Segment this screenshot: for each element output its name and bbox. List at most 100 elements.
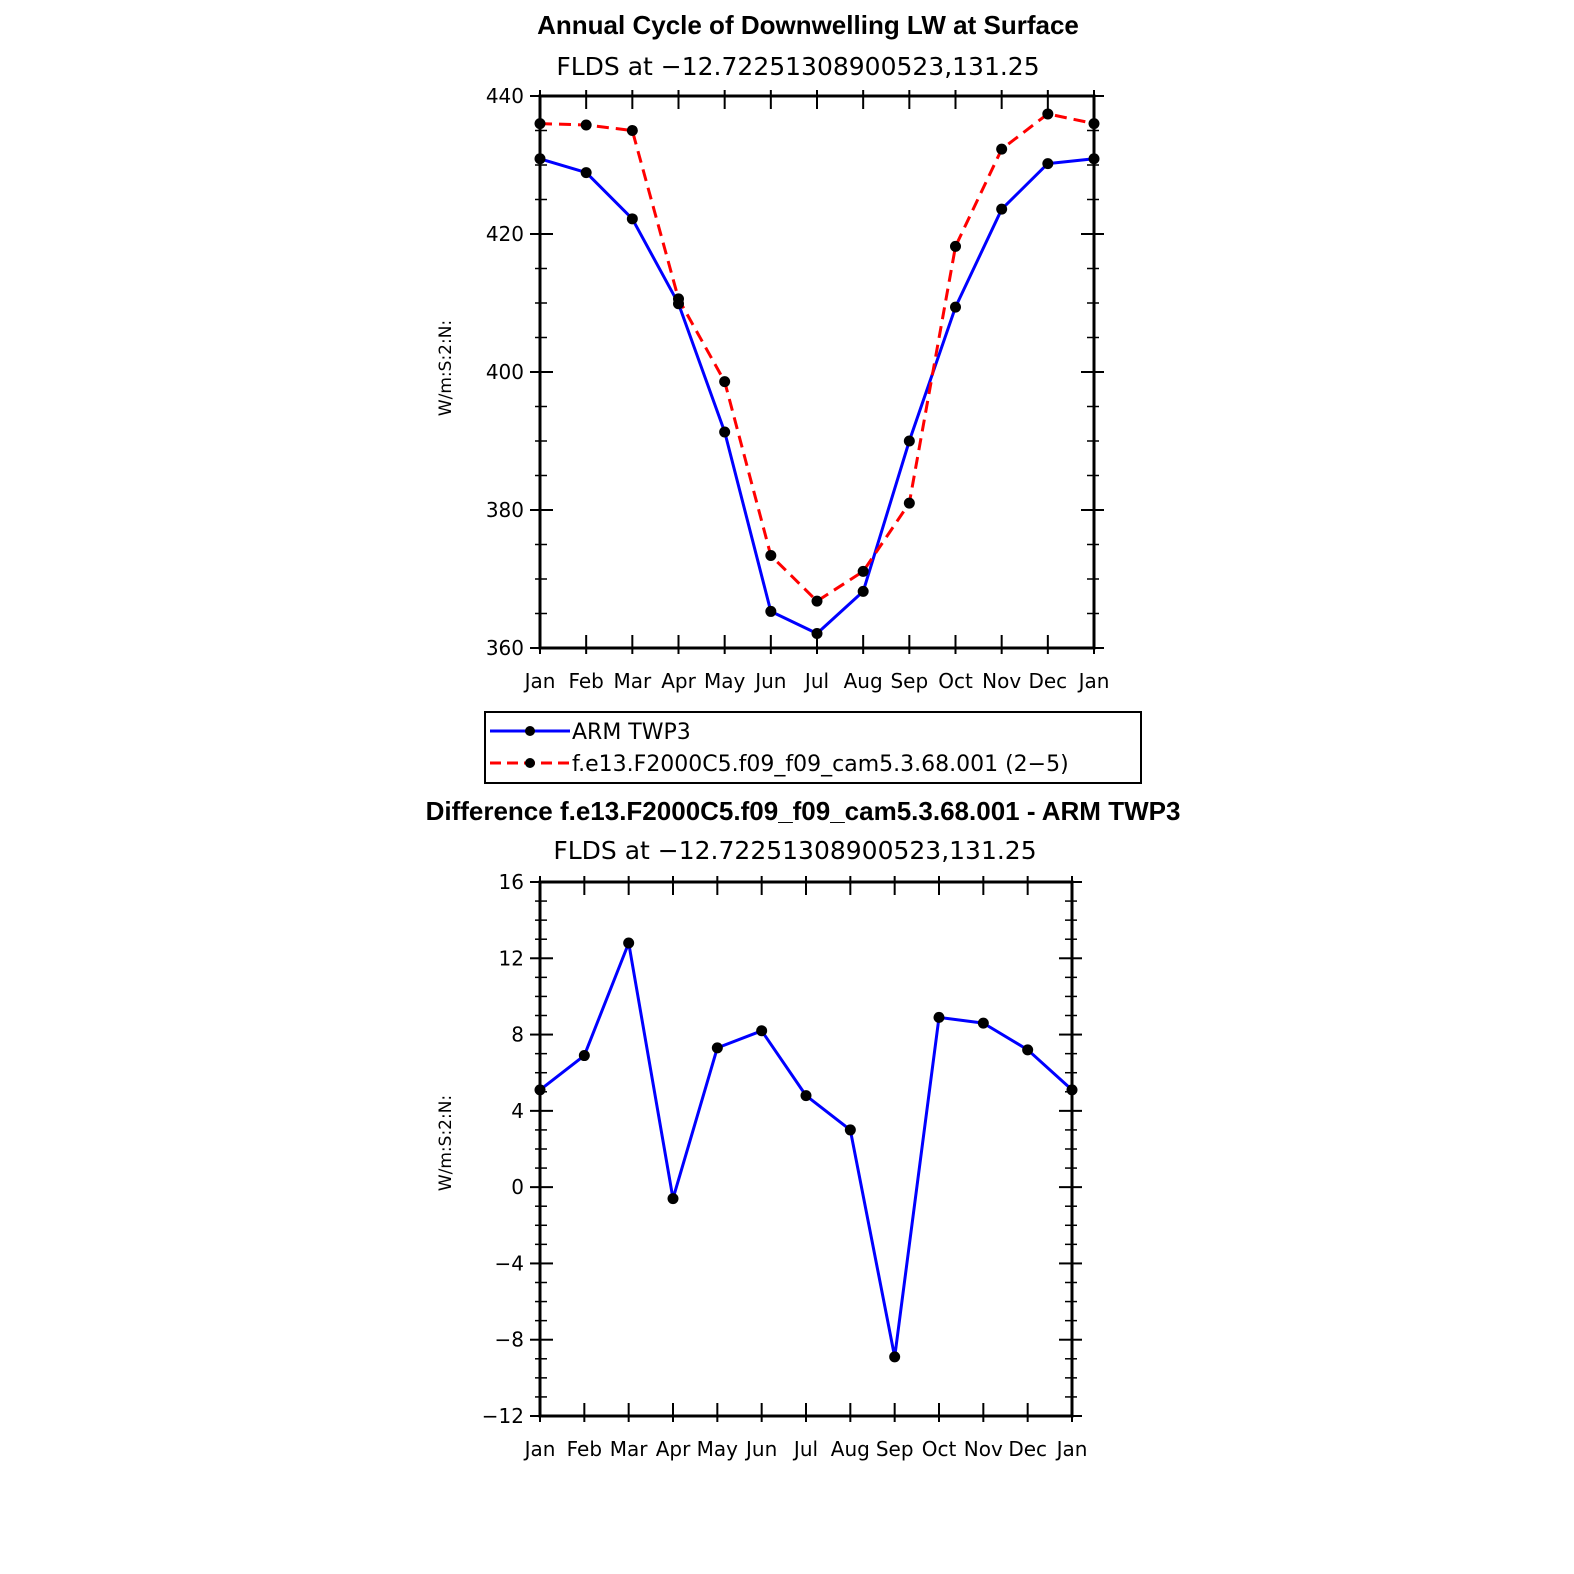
data-point bbox=[1042, 108, 1054, 120]
y-tick-label: 440 bbox=[486, 84, 524, 108]
y-tick-label: −12 bbox=[482, 1404, 524, 1428]
x-tick-label: May bbox=[697, 1437, 739, 1461]
data-point bbox=[1088, 118, 1100, 130]
y-tick-label: 420 bbox=[486, 222, 524, 246]
x-tick-label: Apr bbox=[661, 669, 696, 693]
x-tick-label: Jun bbox=[753, 669, 786, 693]
x-tick-label: Jul bbox=[792, 1437, 818, 1461]
data-point bbox=[765, 550, 777, 562]
plot-frame bbox=[538, 94, 1096, 650]
x-tick-label: Jan bbox=[1055, 1437, 1088, 1461]
x-tick-label: Sep bbox=[876, 1437, 914, 1461]
chart1-y-axis-label: W/m:S:2:N: bbox=[436, 320, 456, 416]
data-point bbox=[903, 435, 915, 447]
data-point bbox=[580, 119, 592, 131]
data-point bbox=[977, 1017, 989, 1029]
data-point bbox=[811, 628, 823, 640]
x-tick-label: Jan bbox=[523, 1437, 556, 1461]
chart2-y-tick-labels: −12 −8 −4 0 4 8 12 16 bbox=[482, 870, 524, 1428]
x-tick-label: Feb bbox=[567, 1437, 602, 1461]
x-tick-label: Oct bbox=[922, 1437, 957, 1461]
difference-chart: Difference f.e13.F2000C5.f09_f09_cam5.3.… bbox=[426, 796, 1181, 1461]
x-tick-label: Jul bbox=[803, 669, 829, 693]
x-tick-label: May bbox=[704, 669, 746, 693]
series-line bbox=[539, 157, 1095, 635]
data-point bbox=[889, 1351, 901, 1363]
data-point bbox=[844, 1124, 856, 1136]
data-point bbox=[673, 293, 684, 305]
y-tick-label: 360 bbox=[486, 636, 524, 660]
chart1-series bbox=[534, 108, 1100, 640]
data-point bbox=[903, 497, 915, 509]
chart2-x-tick-labels: Jan Feb Mar Apr May Jun Jul Aug Sep Oct Nov Dec Jan bbox=[523, 1437, 1088, 1461]
y-tick-label: 380 bbox=[486, 498, 524, 522]
x-tick-label: Mar bbox=[610, 1437, 649, 1461]
chart1-axes bbox=[530, 90, 1104, 654]
chart2-axes bbox=[530, 876, 1082, 1422]
data-point bbox=[1088, 153, 1100, 165]
chart2-subtitle: FLDS at −12.72251308900523,131.25 bbox=[553, 836, 1036, 865]
chart2-y-axis-label: W/m:S:2:N: bbox=[436, 1095, 456, 1191]
data-point bbox=[950, 301, 961, 313]
x-tick-label: Feb bbox=[568, 669, 603, 693]
data-point bbox=[667, 1193, 679, 1205]
y-tick-label: 4 bbox=[511, 1099, 524, 1123]
x-tick-label: Dec bbox=[1008, 1437, 1047, 1461]
legend-box bbox=[484, 711, 1142, 784]
data-point bbox=[626, 125, 638, 136]
x-tick-label: Nov bbox=[982, 669, 1021, 693]
data-point bbox=[756, 1025, 768, 1037]
x-tick-label: Oct bbox=[938, 669, 973, 693]
y-tick-label: 400 bbox=[486, 360, 524, 384]
y-tick-label: −4 bbox=[495, 1251, 524, 1275]
series-line bbox=[539, 112, 1095, 603]
data-point bbox=[1042, 158, 1054, 170]
x-tick-label: Sep bbox=[890, 669, 928, 693]
data-point bbox=[996, 203, 1008, 215]
data-point bbox=[534, 1084, 546, 1096]
data-point bbox=[580, 167, 592, 179]
series-line bbox=[539, 941, 1074, 1359]
x-tick-label: Jan bbox=[523, 669, 556, 693]
data-point bbox=[711, 1042, 723, 1054]
data-point bbox=[950, 240, 961, 252]
chart1-title: Annual Cycle of Downwelling LW at Surfac… bbox=[537, 10, 1079, 40]
chart1-legend: ARM TWP3 f.e13.F2000C5.f09_f09_cam5.3.68… bbox=[484, 711, 1142, 784]
data-point bbox=[996, 143, 1008, 155]
legend-label-arm: ARM TWP3 bbox=[572, 720, 691, 745]
x-tick-label: Dec bbox=[1028, 669, 1067, 693]
data-point bbox=[1066, 1084, 1078, 1096]
data-point bbox=[626, 213, 638, 225]
y-tick-label: 12 bbox=[499, 946, 524, 970]
x-tick-label: Mar bbox=[613, 669, 652, 693]
x-tick-label: Jan bbox=[1077, 669, 1110, 693]
x-tick-label: Nov bbox=[964, 1437, 1003, 1461]
data-point bbox=[811, 595, 823, 607]
data-point bbox=[534, 118, 546, 130]
data-point bbox=[623, 937, 635, 949]
data-point bbox=[534, 153, 546, 165]
data-point bbox=[578, 1050, 590, 1062]
legend-label-model: f.e13.F2000C5.f09_f09_cam5.3.68.001 (2−5… bbox=[572, 752, 1069, 777]
y-tick-label: 8 bbox=[511, 1023, 524, 1047]
y-tick-label: 16 bbox=[499, 870, 524, 894]
chart2-title: Difference f.e13.F2000C5.f09_f09_cam5.3.… bbox=[426, 796, 1181, 826]
x-tick-label: Apr bbox=[656, 1437, 691, 1461]
x-tick-label: Aug bbox=[844, 669, 883, 693]
data-point bbox=[765, 605, 777, 617]
data-point bbox=[800, 1090, 812, 1102]
annual-cycle-chart: Annual Cycle of Downwelling LW at Surfac… bbox=[436, 10, 1142, 784]
data-point bbox=[719, 426, 731, 438]
chart2-series bbox=[534, 937, 1078, 1363]
x-tick-label: Aug bbox=[831, 1437, 870, 1461]
legend-marker-model bbox=[525, 758, 535, 768]
data-point bbox=[719, 376, 731, 388]
data-point bbox=[933, 1011, 945, 1023]
chart1-x-tick-labels: Jan Feb Mar Apr May Jun Jul Aug Sep Oct Nov Dec Jan bbox=[523, 669, 1110, 693]
legend-marker-arm bbox=[525, 726, 535, 736]
chart1-y-tick-labels: 360 380 400 420 440 bbox=[486, 84, 524, 660]
data-point bbox=[857, 585, 869, 597]
y-tick-label: 0 bbox=[511, 1175, 524, 1199]
chart1-subtitle: FLDS at −12.72251308900523,131.25 bbox=[556, 52, 1039, 81]
